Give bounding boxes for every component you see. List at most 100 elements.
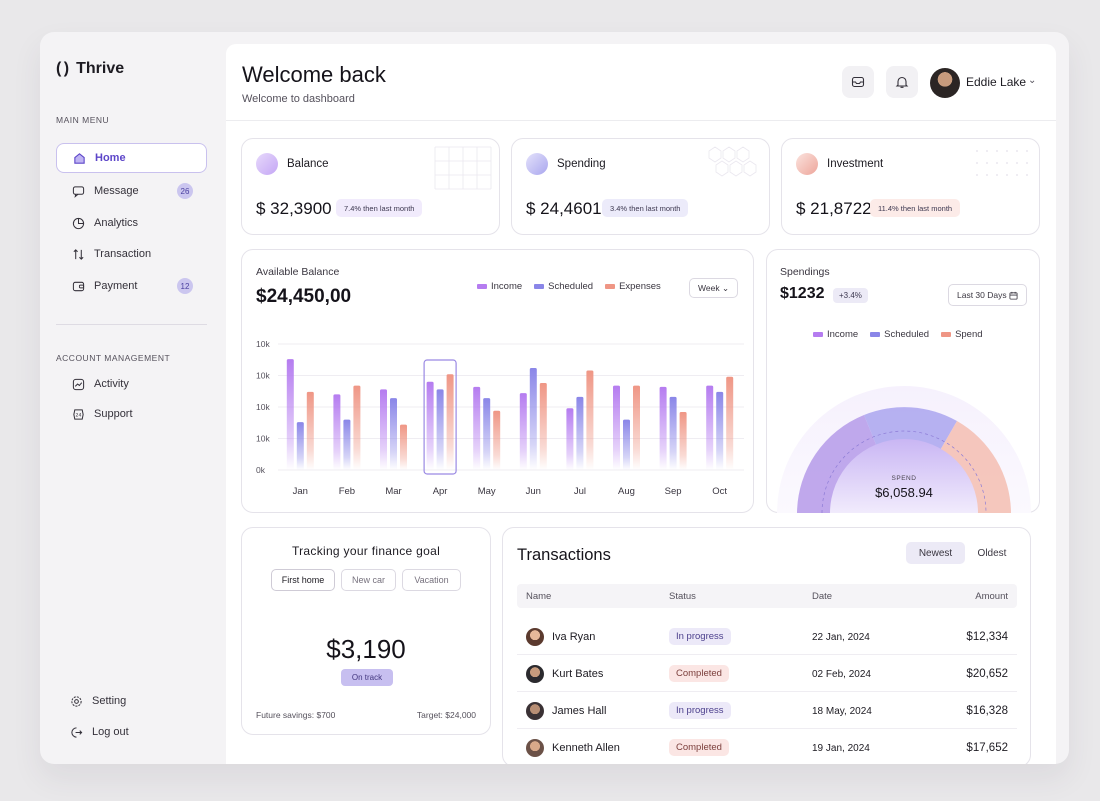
bar-scheduled-apr xyxy=(436,389,444,470)
notifications-button[interactable] xyxy=(886,66,918,98)
shopping-bag-icon xyxy=(526,153,548,175)
sidebar-item-activity[interactable]: Activity xyxy=(56,369,207,399)
column-amount: Amount xyxy=(975,591,1008,602)
row-amount: $12,334 xyxy=(966,631,1008,643)
activity-icon xyxy=(70,376,86,392)
bar-income-sep xyxy=(659,386,667,470)
sidebar-item-label: Log out xyxy=(92,726,129,738)
column-status: Status xyxy=(669,591,696,602)
available-balance-label: Available Balance xyxy=(256,266,340,278)
chevron-down-icon: ⌄ xyxy=(721,282,730,293)
bar-scheduled-jul xyxy=(576,396,584,470)
table-row[interactable]: Kurt Bates Completed 02 Feb, 2024 $20,65… xyxy=(517,655,1017,692)
bar-expenses-mar xyxy=(400,424,407,470)
sort-oldest-button[interactable]: Oldest xyxy=(977,547,1007,559)
logout-icon xyxy=(68,724,84,740)
sidebar-item-analytics[interactable]: Analytics xyxy=(56,208,207,238)
stat-label: Balance xyxy=(287,158,329,170)
bar-income-may xyxy=(473,386,481,470)
avatar xyxy=(526,665,544,683)
gauge-center-value: $6,058.94 xyxy=(875,485,933,500)
sort-newest-button[interactable]: Newest xyxy=(906,542,965,564)
home-icon xyxy=(71,150,87,166)
available-balance-card: Available Balance $24,450,00 Income Sche… xyxy=(241,249,754,513)
user-avatar[interactable] xyxy=(930,68,960,98)
spendings-change-badge: +3.4% xyxy=(833,288,868,303)
bar-income-aug xyxy=(613,385,620,470)
status-badge: In progress xyxy=(669,628,731,645)
table-row[interactable]: Kenneth Allen Completed 19 Jan, 2024 $17… xyxy=(517,729,1017,764)
spend-gauge-chart xyxy=(777,386,1031,513)
inbox-button[interactable] xyxy=(842,66,874,98)
x-tick-label: Sep xyxy=(665,486,682,497)
x-tick-label: Feb xyxy=(339,486,355,497)
sidebar: ( ) Thrive MAIN MENU Home Message 26 Ana… xyxy=(40,32,225,764)
sidebar-item-logout[interactable]: Log out xyxy=(56,717,207,747)
transactions-card: Transactions Newest Oldest Name Status D… xyxy=(502,527,1031,764)
logo[interactable]: ( ) Thrive xyxy=(56,60,124,78)
stat-change-badge: 3.4% then last month xyxy=(602,199,689,217)
sidebar-item-label: Payment xyxy=(94,280,138,292)
logo-icon: ( ) xyxy=(56,60,69,77)
tab-first-home[interactable]: First home xyxy=(271,569,335,591)
wallet-icon xyxy=(70,278,86,294)
table-header: Name Status Date Amount xyxy=(517,584,1017,608)
bar-scheduled-feb xyxy=(343,419,351,470)
bar-scheduled-oct xyxy=(716,391,724,470)
dot-pattern-icon xyxy=(976,150,1028,176)
wallet-icon xyxy=(256,153,278,175)
available-balance-value: $24,450,00 xyxy=(256,286,352,307)
status-badge: Completed xyxy=(669,665,729,682)
legend-expenses: Expenses xyxy=(605,281,661,292)
bar-expenses-oct xyxy=(726,376,734,470)
bar-income-feb xyxy=(333,394,341,470)
stat-value: $ 24,4601 xyxy=(526,199,602,218)
sidebar-item-message[interactable]: Message 26 xyxy=(56,176,207,206)
x-tick-label: Jun xyxy=(526,486,541,497)
row-name: Iva Ryan xyxy=(552,631,596,643)
message-count-badge: 26 xyxy=(177,183,193,199)
avatar xyxy=(526,628,544,646)
column-name: Name xyxy=(526,591,552,602)
row-amount: $20,652 xyxy=(966,668,1008,680)
x-tick-label: Apr xyxy=(433,486,448,497)
row-name: James Hall xyxy=(552,705,607,717)
y-tick-label: 10k xyxy=(256,371,270,381)
user-name[interactable]: Eddie Lake xyxy=(966,75,1027,89)
bar-expenses-jul xyxy=(586,370,594,470)
sidebar-item-setting[interactable]: Setting xyxy=(56,686,207,716)
table-row[interactable]: Iva Ryan In progress 22 Jan, 2024 $12,33… xyxy=(517,618,1017,655)
gauge-center-label: SPEND xyxy=(891,475,917,482)
chart-legend: Income Scheduled Expenses xyxy=(477,281,661,292)
spendings-card: Spendings $1232 +3.4% Last 30 Days Incom… xyxy=(766,249,1040,513)
gauge-dashed-ring xyxy=(821,430,987,513)
y-tick-label: 10k xyxy=(256,434,270,444)
bar-income-jul xyxy=(566,408,574,470)
date-range-button[interactable]: Last 30 Days xyxy=(948,284,1027,306)
sidebar-item-label: Analytics xyxy=(94,217,139,229)
bar-income-apr xyxy=(426,381,434,470)
status-badge: Completed xyxy=(669,739,729,756)
sidebar-item-support[interactable]: 24 Support xyxy=(56,399,207,429)
bar-scheduled-jun xyxy=(529,367,537,470)
sidebar-item-transaction[interactable]: Transaction xyxy=(56,239,207,269)
x-tick-label: Mar xyxy=(385,486,401,497)
hexagon-pattern-icon xyxy=(708,146,757,177)
sidebar-item-payment[interactable]: Payment 12 xyxy=(56,271,207,301)
page-title: Welcome back xyxy=(242,62,386,87)
tab-vacation[interactable]: Vacation xyxy=(402,569,461,591)
x-tick-label: Aug xyxy=(618,486,635,497)
sidebar-item-home[interactable]: Home xyxy=(56,143,207,173)
bar-expenses-jun xyxy=(539,383,547,470)
row-name: Kenneth Allen xyxy=(552,742,620,754)
balance-card: Balance $ 32,3900 7.4% then last month xyxy=(241,138,500,235)
table-row[interactable]: James Hall In progress 18 May, 2024 $16,… xyxy=(517,692,1017,729)
period-dropdown[interactable]: Week ⌄ xyxy=(689,278,739,298)
grid-pattern-icon xyxy=(434,146,492,190)
tab-new-car[interactable]: New car xyxy=(341,569,396,591)
spendings-legend: Income Scheduled Spend xyxy=(813,329,983,340)
goal-title: Tracking your finance goal xyxy=(291,544,441,558)
row-date: 19 Jan, 2024 xyxy=(812,743,870,754)
chevron-down-icon[interactable]: ⌄ xyxy=(1028,75,1037,86)
gauge-inner-circle xyxy=(830,439,978,513)
